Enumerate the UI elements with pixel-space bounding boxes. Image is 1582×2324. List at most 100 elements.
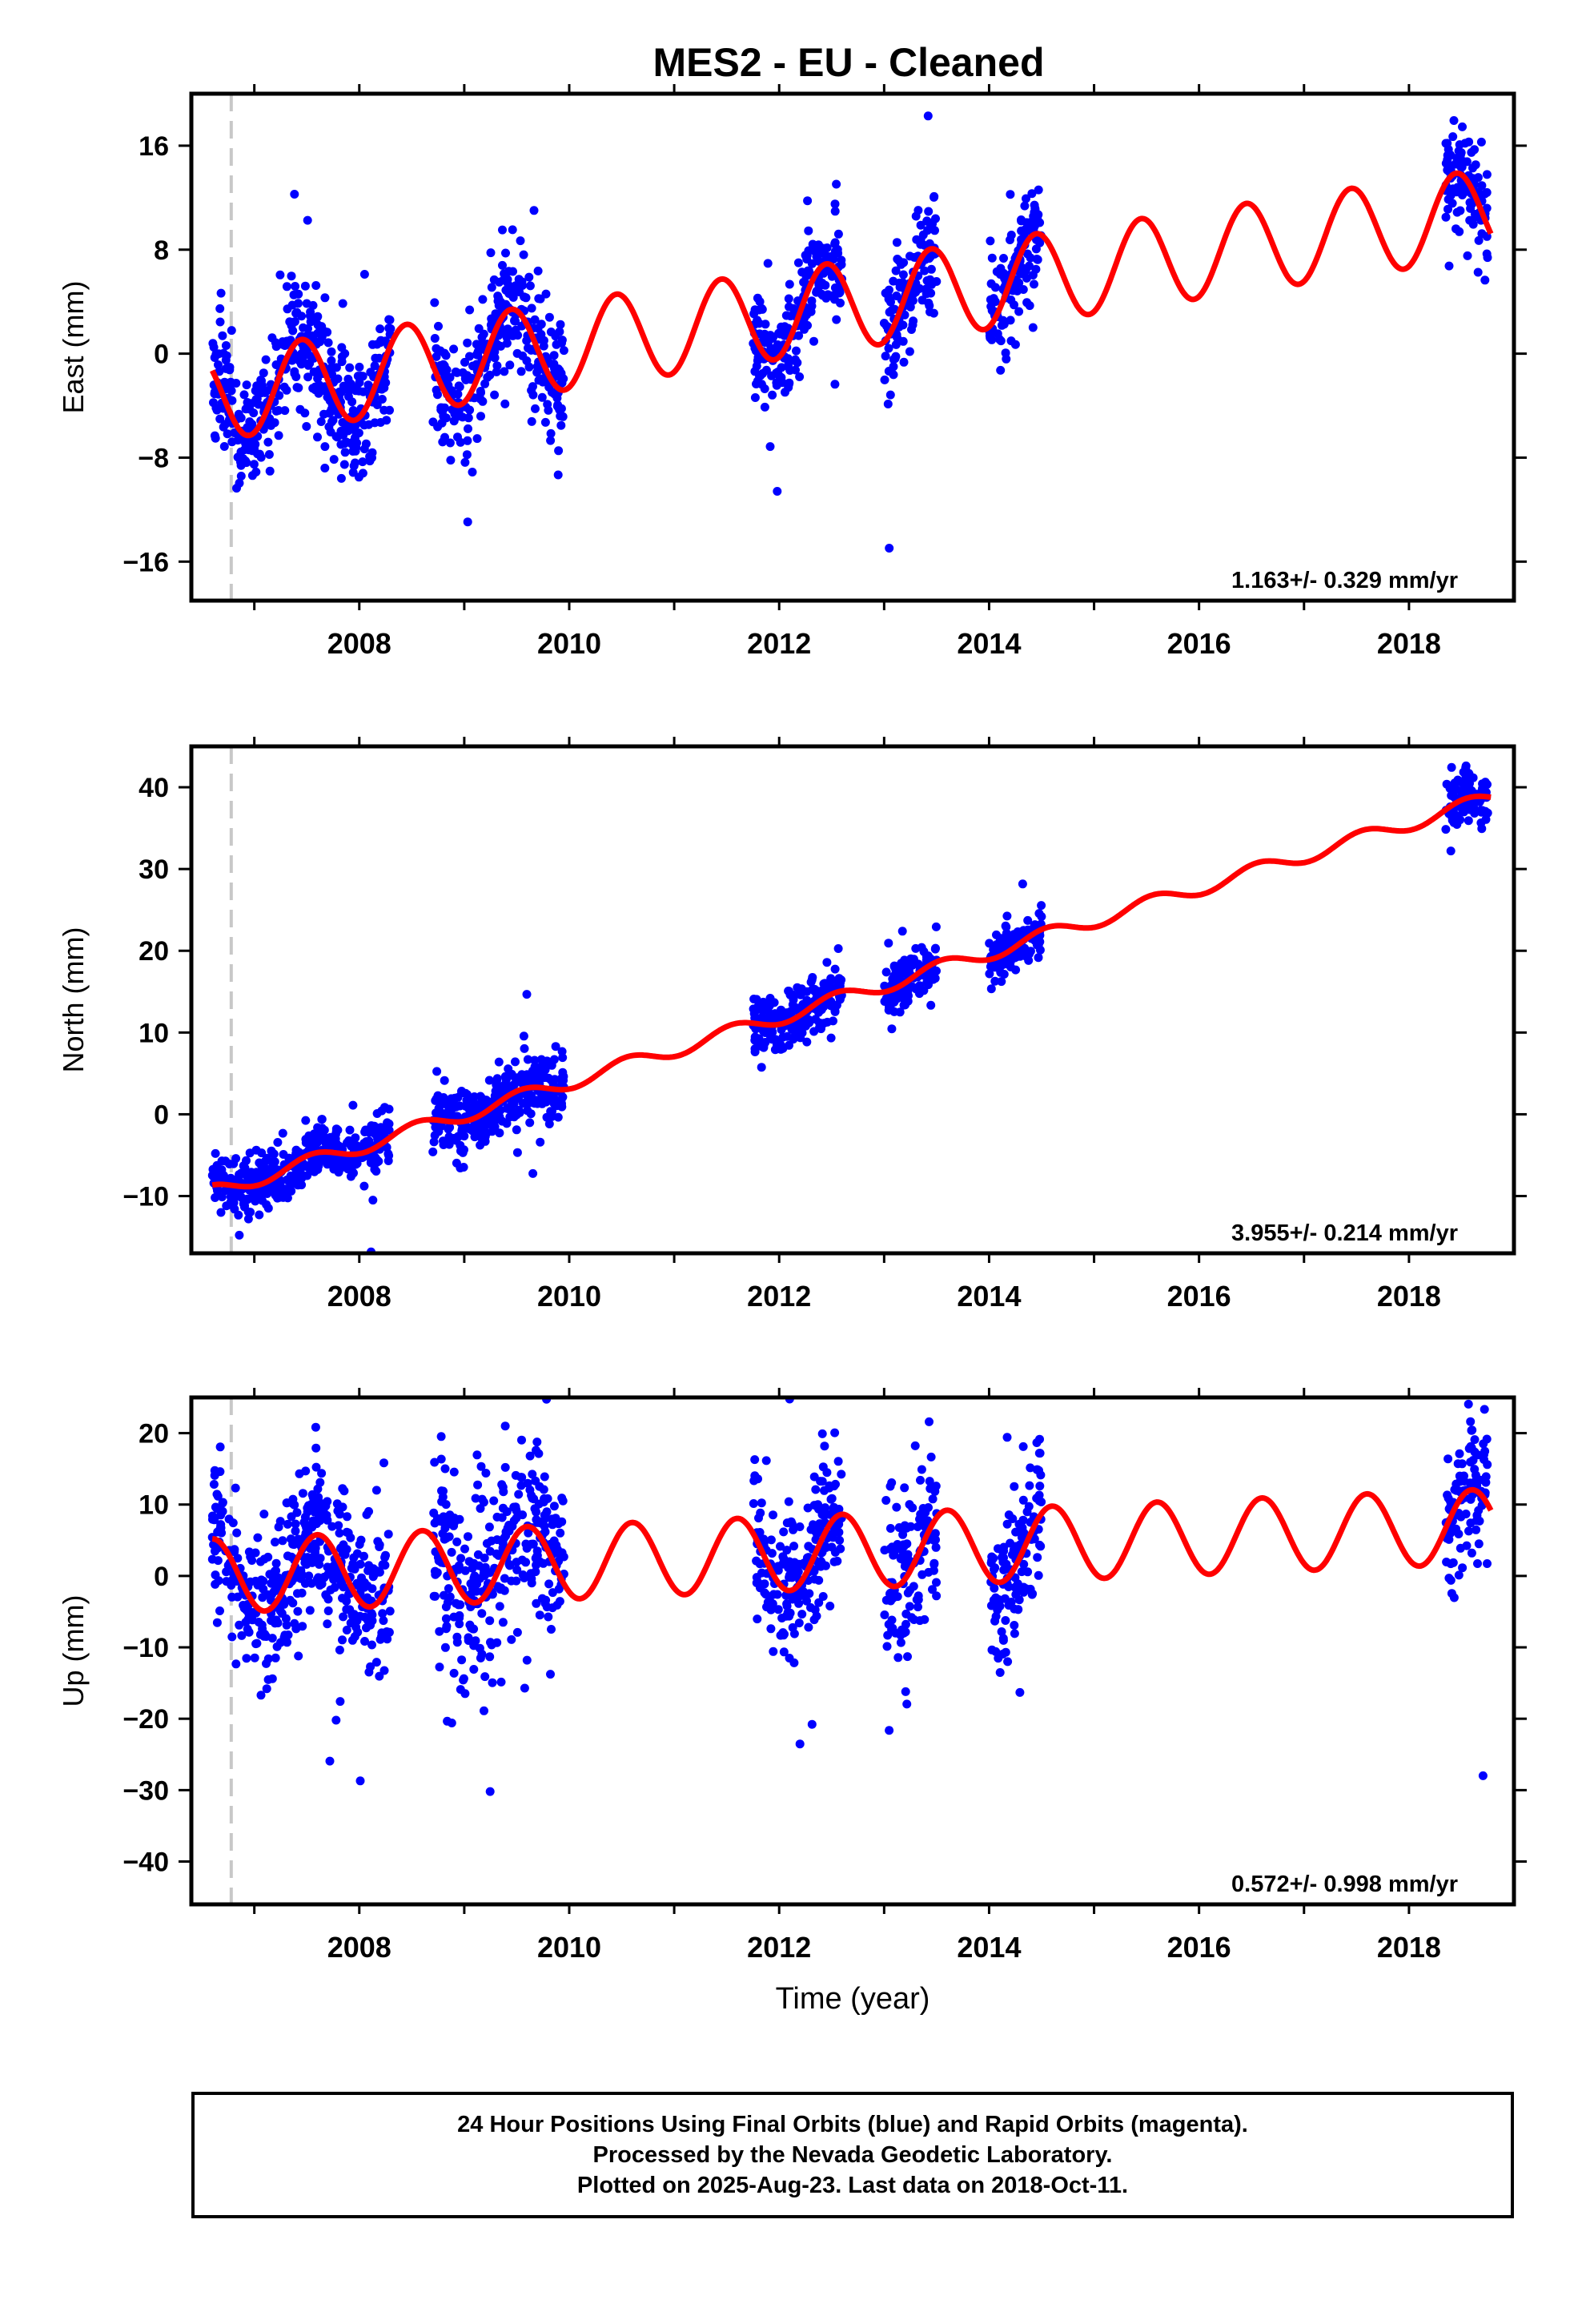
data-point xyxy=(327,406,336,416)
data-point xyxy=(530,1504,540,1514)
data-point xyxy=(303,215,312,225)
data-point xyxy=(329,1329,338,1337)
data-point xyxy=(211,1570,220,1580)
data-point xyxy=(373,1134,383,1144)
data-point xyxy=(259,1510,269,1519)
data-point xyxy=(255,1210,264,1220)
data-point xyxy=(1037,901,1046,911)
data-point xyxy=(528,1168,538,1178)
data-point xyxy=(314,1510,323,1520)
chart-title: MES2 - EU - Cleaned xyxy=(653,40,1045,85)
data-point xyxy=(930,192,938,202)
data-point xyxy=(1464,1526,1473,1536)
x-tick-label: 2018 xyxy=(1377,627,1441,660)
data-point xyxy=(336,440,346,449)
data-point xyxy=(525,1098,535,1108)
data-point xyxy=(379,1458,388,1468)
rate-label: 3.955+/- 0.214 mm/yr xyxy=(1231,1220,1458,1246)
x-tick-label: 2014 xyxy=(957,1280,1021,1313)
data-point xyxy=(912,1595,921,1604)
data-point xyxy=(219,442,229,451)
caption-line-1: 24 Hour Positions Using Final Orbits (bl… xyxy=(457,2112,1248,2137)
data-point xyxy=(545,1091,555,1100)
data-point xyxy=(788,1622,797,1632)
data-point xyxy=(830,1428,840,1437)
y-axis-label: North (mm) xyxy=(57,927,90,1073)
data-point xyxy=(996,336,1006,346)
data-point xyxy=(335,1645,344,1655)
data-point xyxy=(259,1189,269,1198)
data-point xyxy=(452,1537,462,1546)
data-point xyxy=(486,1638,495,1647)
data-point xyxy=(803,196,813,206)
data-point xyxy=(994,1654,1003,1663)
data-point xyxy=(358,457,367,467)
data-point xyxy=(345,1125,355,1135)
data-point xyxy=(271,1558,281,1568)
x-tick-label: 2016 xyxy=(1167,1931,1231,1964)
data-point xyxy=(766,1624,776,1634)
data-point xyxy=(1466,1458,1476,1467)
data-point xyxy=(347,397,357,407)
data-point xyxy=(252,381,262,391)
data-point xyxy=(889,1007,899,1016)
data-point xyxy=(557,1517,567,1526)
data-point xyxy=(310,1167,319,1176)
data-point xyxy=(554,446,564,456)
data-point xyxy=(986,962,995,971)
data-point xyxy=(881,288,890,298)
data-point xyxy=(1027,221,1037,231)
data-point xyxy=(1462,1541,1472,1550)
data-point xyxy=(523,1055,532,1064)
data-point xyxy=(887,1625,897,1634)
data-point xyxy=(899,357,909,367)
data-point xyxy=(355,1559,365,1569)
data-point xyxy=(990,947,999,956)
y-tick-label: −40 xyxy=(122,1848,169,1878)
data-point xyxy=(1467,1548,1476,1558)
data-point xyxy=(479,1565,488,1574)
data-point xyxy=(290,190,299,199)
data-point xyxy=(540,1598,550,1608)
data-point xyxy=(1454,1570,1464,1580)
data-point xyxy=(517,277,527,287)
data-point xyxy=(464,424,472,433)
data-point xyxy=(793,258,803,267)
data-point xyxy=(1006,190,1015,199)
data-point xyxy=(830,239,840,249)
panel-east: −16 −8 0 8 16 2008 2010 2012 2014 2016 2018 East (m… xyxy=(57,84,1527,660)
data-point xyxy=(1032,1494,1042,1503)
data-point xyxy=(242,380,251,390)
data-point xyxy=(257,1620,267,1630)
data-point xyxy=(485,1616,495,1626)
data-point xyxy=(517,1435,526,1445)
data-point xyxy=(812,1611,821,1621)
data-point xyxy=(532,1560,541,1570)
data-point xyxy=(449,1521,459,1530)
data-point xyxy=(449,1668,459,1678)
data-point xyxy=(486,248,496,258)
data-point xyxy=(460,1544,469,1554)
y-tick-label: 16 xyxy=(139,131,169,162)
data-point xyxy=(1464,1444,1474,1454)
data-point xyxy=(432,1568,442,1578)
data-point xyxy=(310,1539,319,1549)
data-point xyxy=(784,294,793,304)
data-point xyxy=(512,348,522,358)
data-point xyxy=(311,1462,321,1472)
data-point xyxy=(227,1632,237,1642)
data-point xyxy=(883,400,893,408)
data-point xyxy=(809,336,818,346)
data-point xyxy=(527,416,536,426)
data-point xyxy=(384,1151,394,1160)
data-point xyxy=(793,1019,802,1029)
data-point xyxy=(377,395,387,404)
y-tick-label: 20 xyxy=(139,1419,169,1449)
data-point xyxy=(880,375,889,384)
x-tick-label: 2016 xyxy=(1167,627,1231,660)
data-point xyxy=(354,472,363,482)
data-point xyxy=(430,1131,440,1140)
data-point xyxy=(1470,809,1480,818)
data-point xyxy=(818,1592,828,1601)
data-point xyxy=(355,362,364,372)
